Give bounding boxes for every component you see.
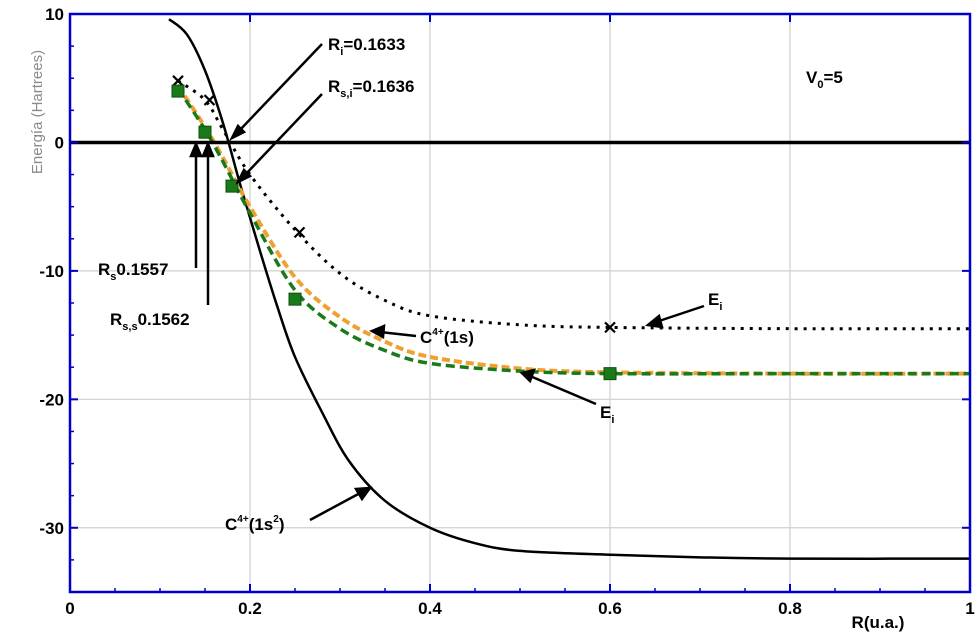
annotation-ri: Ri=0.1633 [328,35,405,58]
series-dotted-black [177,79,971,331]
annotation-c1s: C4+(1s) [420,327,474,347]
x-tick-label: 0.6 [598,599,622,618]
x-tick-label: 0 [65,599,74,618]
arrow-rss-head [201,140,215,158]
x-marker-stroke [172,75,184,87]
annotation-arrows [189,43,705,522]
x-marker [203,94,216,106]
x-tick-label: 0.8 [778,599,802,618]
annotation-rss: Rs,s0.1562 [110,310,190,333]
grid [70,14,970,592]
series-dashed-green [176,87,970,376]
y-tick-label: 10 [45,5,64,24]
x-marker [172,75,184,87]
square-marker [288,292,302,306]
x-tick-label: 0.4 [418,599,442,618]
arrow-c1s2-head [353,486,373,502]
x-tick-label: 1 [965,599,974,618]
tick-labels: 0 0.2 0.4 0.6 0.8 1 10 0 -10 -20 -30 [39,5,974,618]
arrow-ri [237,43,323,133]
arrow-rs-head [189,140,203,158]
series-group [168,18,971,560]
x-marker-stroke [203,94,216,106]
arrow-c1s-head [369,324,386,340]
arrow-ei-lower [529,374,597,406]
square-marker [225,179,239,193]
square-marker [198,125,212,139]
series-solid-black [168,18,971,560]
annotation-rsi: Rs,i=0.1636 [328,77,414,100]
y-tick-label: -10 [39,262,64,281]
y-tick-label: -30 [39,519,64,538]
x-tick-label: 0.2 [238,599,262,618]
axes [68,12,972,594]
x-marker-stroke [293,226,306,239]
plot-frame [68,12,972,594]
x-marker [293,226,306,239]
annotation-rs: Rs0.1557 [98,260,168,283]
annotation-v0: V0=5 [806,68,843,91]
annotation-ei-upper: Ei [708,290,722,313]
arrow-rsi [243,93,323,177]
arrow-c1s [379,330,417,338]
y-axis-label: Energía (Hartrees) [29,50,46,174]
annotation-c1s2: C4+(1s2) [225,514,285,534]
arrow-c1s2 [309,490,363,522]
annotation-ei-lower: Ei [600,403,614,426]
x-marker-stroke [604,321,616,334]
arrow-ri-head [229,123,247,141]
markers-group [171,75,617,381]
y-tick-label: -20 [39,390,64,409]
arrow-rsi-head [235,167,253,185]
y-tick-label: 0 [55,133,64,152]
x-marker [604,321,616,334]
arrow-ei-upper [655,304,705,324]
square-marker [171,84,185,98]
arrow-ei-lower-head [519,368,536,384]
square-marker [603,367,617,381]
arrow-ei-upper-head [645,313,664,329]
x-axis-label: R(u.a.) [852,613,905,632]
